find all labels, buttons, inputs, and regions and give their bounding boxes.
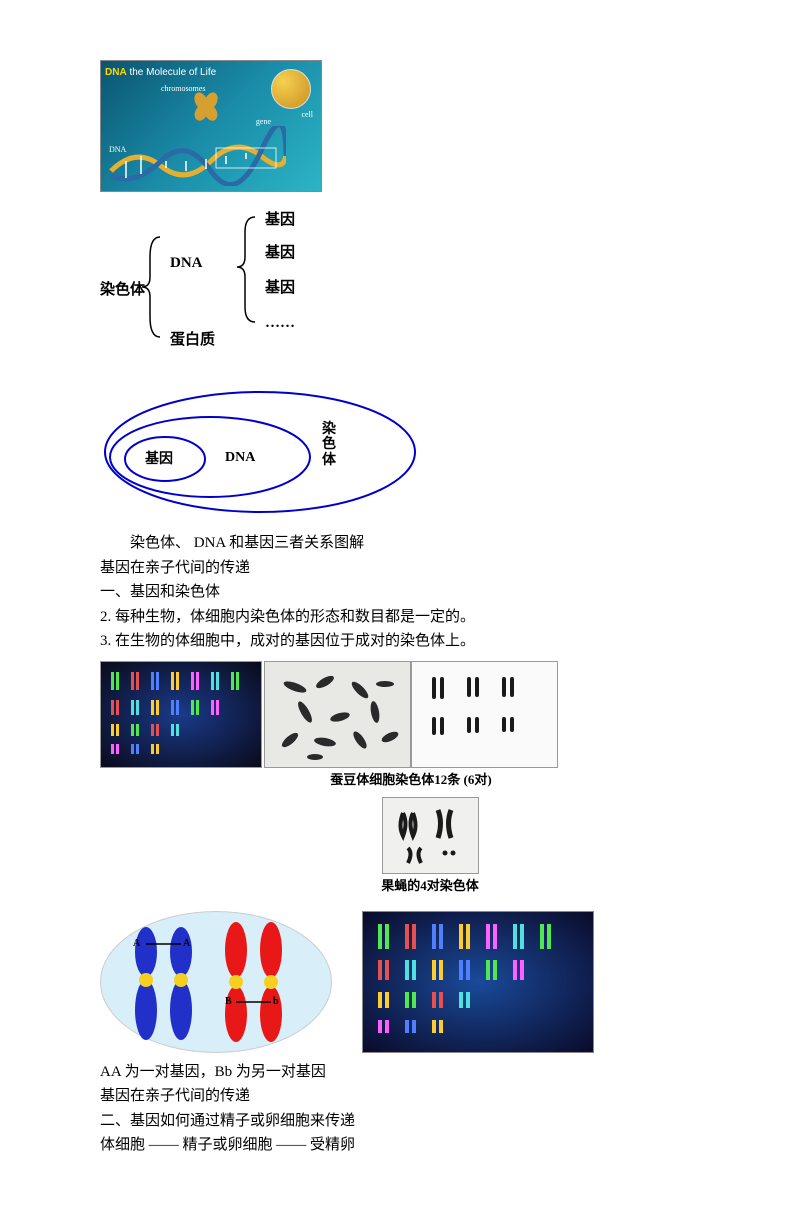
gene-label-b2: b (273, 994, 279, 1009)
cell-label: cell (301, 109, 313, 121)
ellipse-inner-label: 基因 (145, 449, 173, 470)
gene-pair-text: AA 为一对基因，Bb 为另一对基因 (100, 1061, 700, 1084)
relation-caption: 染色体、 DNA 和基因三者关系图解 (100, 532, 700, 555)
point-2: 2. 每种生物，体细胞内染色体的形态和数目都是一定的。 (100, 606, 700, 629)
dna-molecule-figure: DNA the Molecule of Life cell chromosome… (100, 60, 322, 192)
nested-ellipse-diagram: 基因 DNA 染 色 体 (100, 387, 420, 517)
section-1-title: 一、基因和染色体 (100, 581, 700, 604)
bracket-gene-3: 基因 (265, 277, 295, 300)
fruit-fly-caption: 果蝇的4对染色体 (381, 876, 479, 896)
gene-label-b1: B (225, 994, 232, 1009)
ellipse-outer-label: 染 色 体 (322, 422, 336, 468)
broad-bean-caption: 蚕豆体细胞染色体12条 (6对) (264, 770, 558, 790)
bracket-root-label: 染色体 (100, 279, 145, 302)
chromosome-icon (186, 91, 236, 121)
bracket-gene-2: 基因 (265, 242, 295, 265)
broad-bean-scattered-image (264, 661, 411, 768)
chromosome-hierarchy-diagram: 染色体 DNA 蛋白质 基因 基因 基因 …… (100, 207, 380, 367)
transmission-title: 基因在亲子代间的传递 (100, 557, 700, 580)
chromosomes-label: chromosomes (161, 83, 205, 95)
fruit-fly-chromosome-image (382, 797, 479, 874)
bracket-gene-1: 基因 (265, 209, 295, 232)
gene-pair-diagram: A A B b (100, 911, 332, 1053)
karyotype-image-row: 蚕豆体细胞染色体12条 (6对) (100, 661, 700, 790)
gene-label-a1: A (133, 936, 140, 951)
gene-pair-row: A A B b (100, 911, 700, 1053)
point-3: 3. 在生物的体细胞中，成对的基因位于成对的染色体上。 (100, 630, 700, 653)
ellipse-middle-label: DNA (225, 447, 255, 468)
bracket-dna-label: DNA (170, 252, 203, 275)
section-2-title: 二、基因如何通过精子或卵细胞来传递 (100, 1110, 700, 1133)
cell-icon (271, 69, 311, 109)
bracket-protein-label: 蛋白质 (170, 329, 215, 352)
bracket-gene-dots: …… (265, 312, 295, 335)
karyotype-large-image (362, 911, 594, 1053)
fruit-fly-figure: 果蝇的4对染色体 (160, 797, 700, 896)
broad-bean-paired-image (411, 661, 558, 768)
cell-flow-text: 体细胞 —— 精子或卵细胞 —— 受精卵 (100, 1134, 700, 1157)
transmission-title-2: 基因在亲子代间的传递 (100, 1085, 700, 1108)
dna-helix-icon (106, 126, 286, 186)
karyotype-color-image (100, 661, 262, 768)
dna-figure-title: DNA the Molecule of Life (105, 65, 216, 80)
gene-label-a2: A (183, 936, 190, 951)
